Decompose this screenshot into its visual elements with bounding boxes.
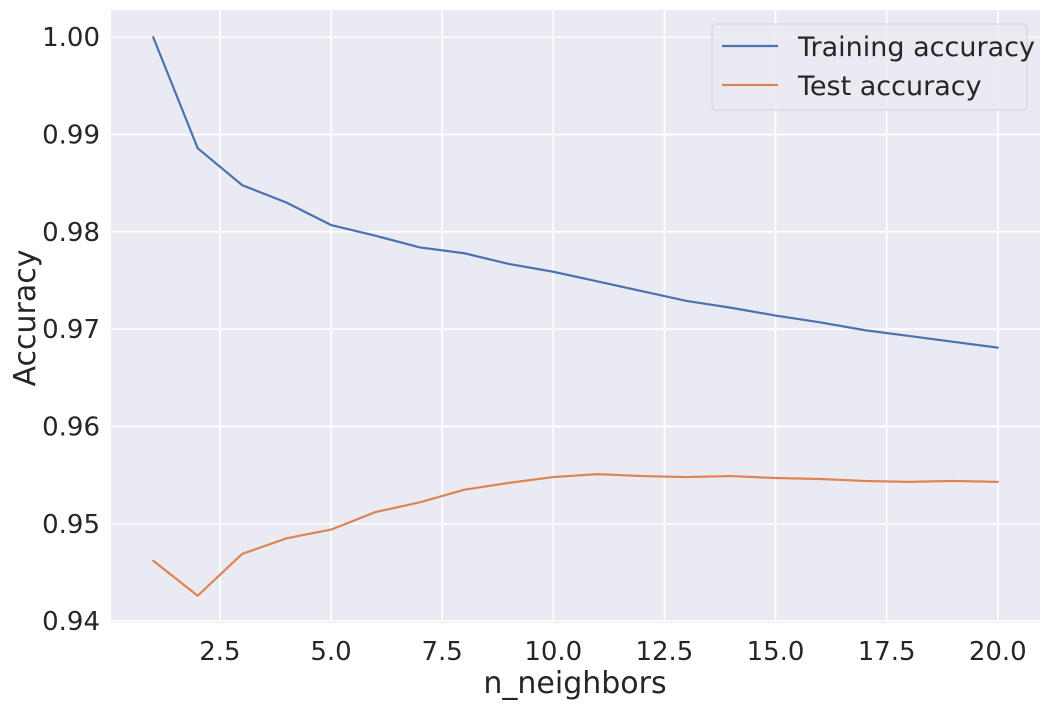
legend-label-test: Test accuracy [797, 71, 982, 102]
x-tick-label: 7.5 [421, 637, 462, 667]
series-line-test-accuracy [152, 473, 999, 597]
x-axis-label: n_neighbors [483, 666, 666, 701]
y-tick-label: 1.00 [42, 23, 100, 53]
x-tick-label: 5.0 [310, 637, 351, 667]
x-tick-label: 2.5 [199, 637, 240, 667]
y-axis-label: Accuracy [8, 250, 43, 387]
legend: Training accuracy Test accuracy [711, 23, 1035, 111]
x-tick-label: 20.0 [969, 637, 1027, 667]
x-tick-label: 10.0 [524, 637, 582, 667]
y-tick-label: 0.98 [42, 218, 100, 248]
x-tick-label: 17.5 [858, 637, 916, 667]
y-tick-label: 0.95 [42, 510, 100, 540]
series-line-training-accuracy [152, 36, 999, 349]
y-tick-label: 0.97 [42, 315, 100, 345]
y-tick-label: 0.96 [42, 412, 100, 442]
x-tick-label: 12.5 [635, 637, 693, 667]
legend-box [711, 23, 1028, 111]
y-tick-label: 0.99 [42, 121, 100, 151]
legend-label-training: Training accuracy [797, 32, 1035, 63]
gridlines [111, 10, 1040, 623]
tick-labels: 2.5 5.0 7.5 10.0 12.5 15.0 17.5 20.0 0.94 0.95 0.9… [42, 23, 1027, 667]
series-lines [152, 36, 999, 597]
plot-area [111, 10, 1040, 623]
y-tick-label: 0.94 [42, 607, 100, 637]
x-tick-label: 15.0 [747, 637, 805, 667]
